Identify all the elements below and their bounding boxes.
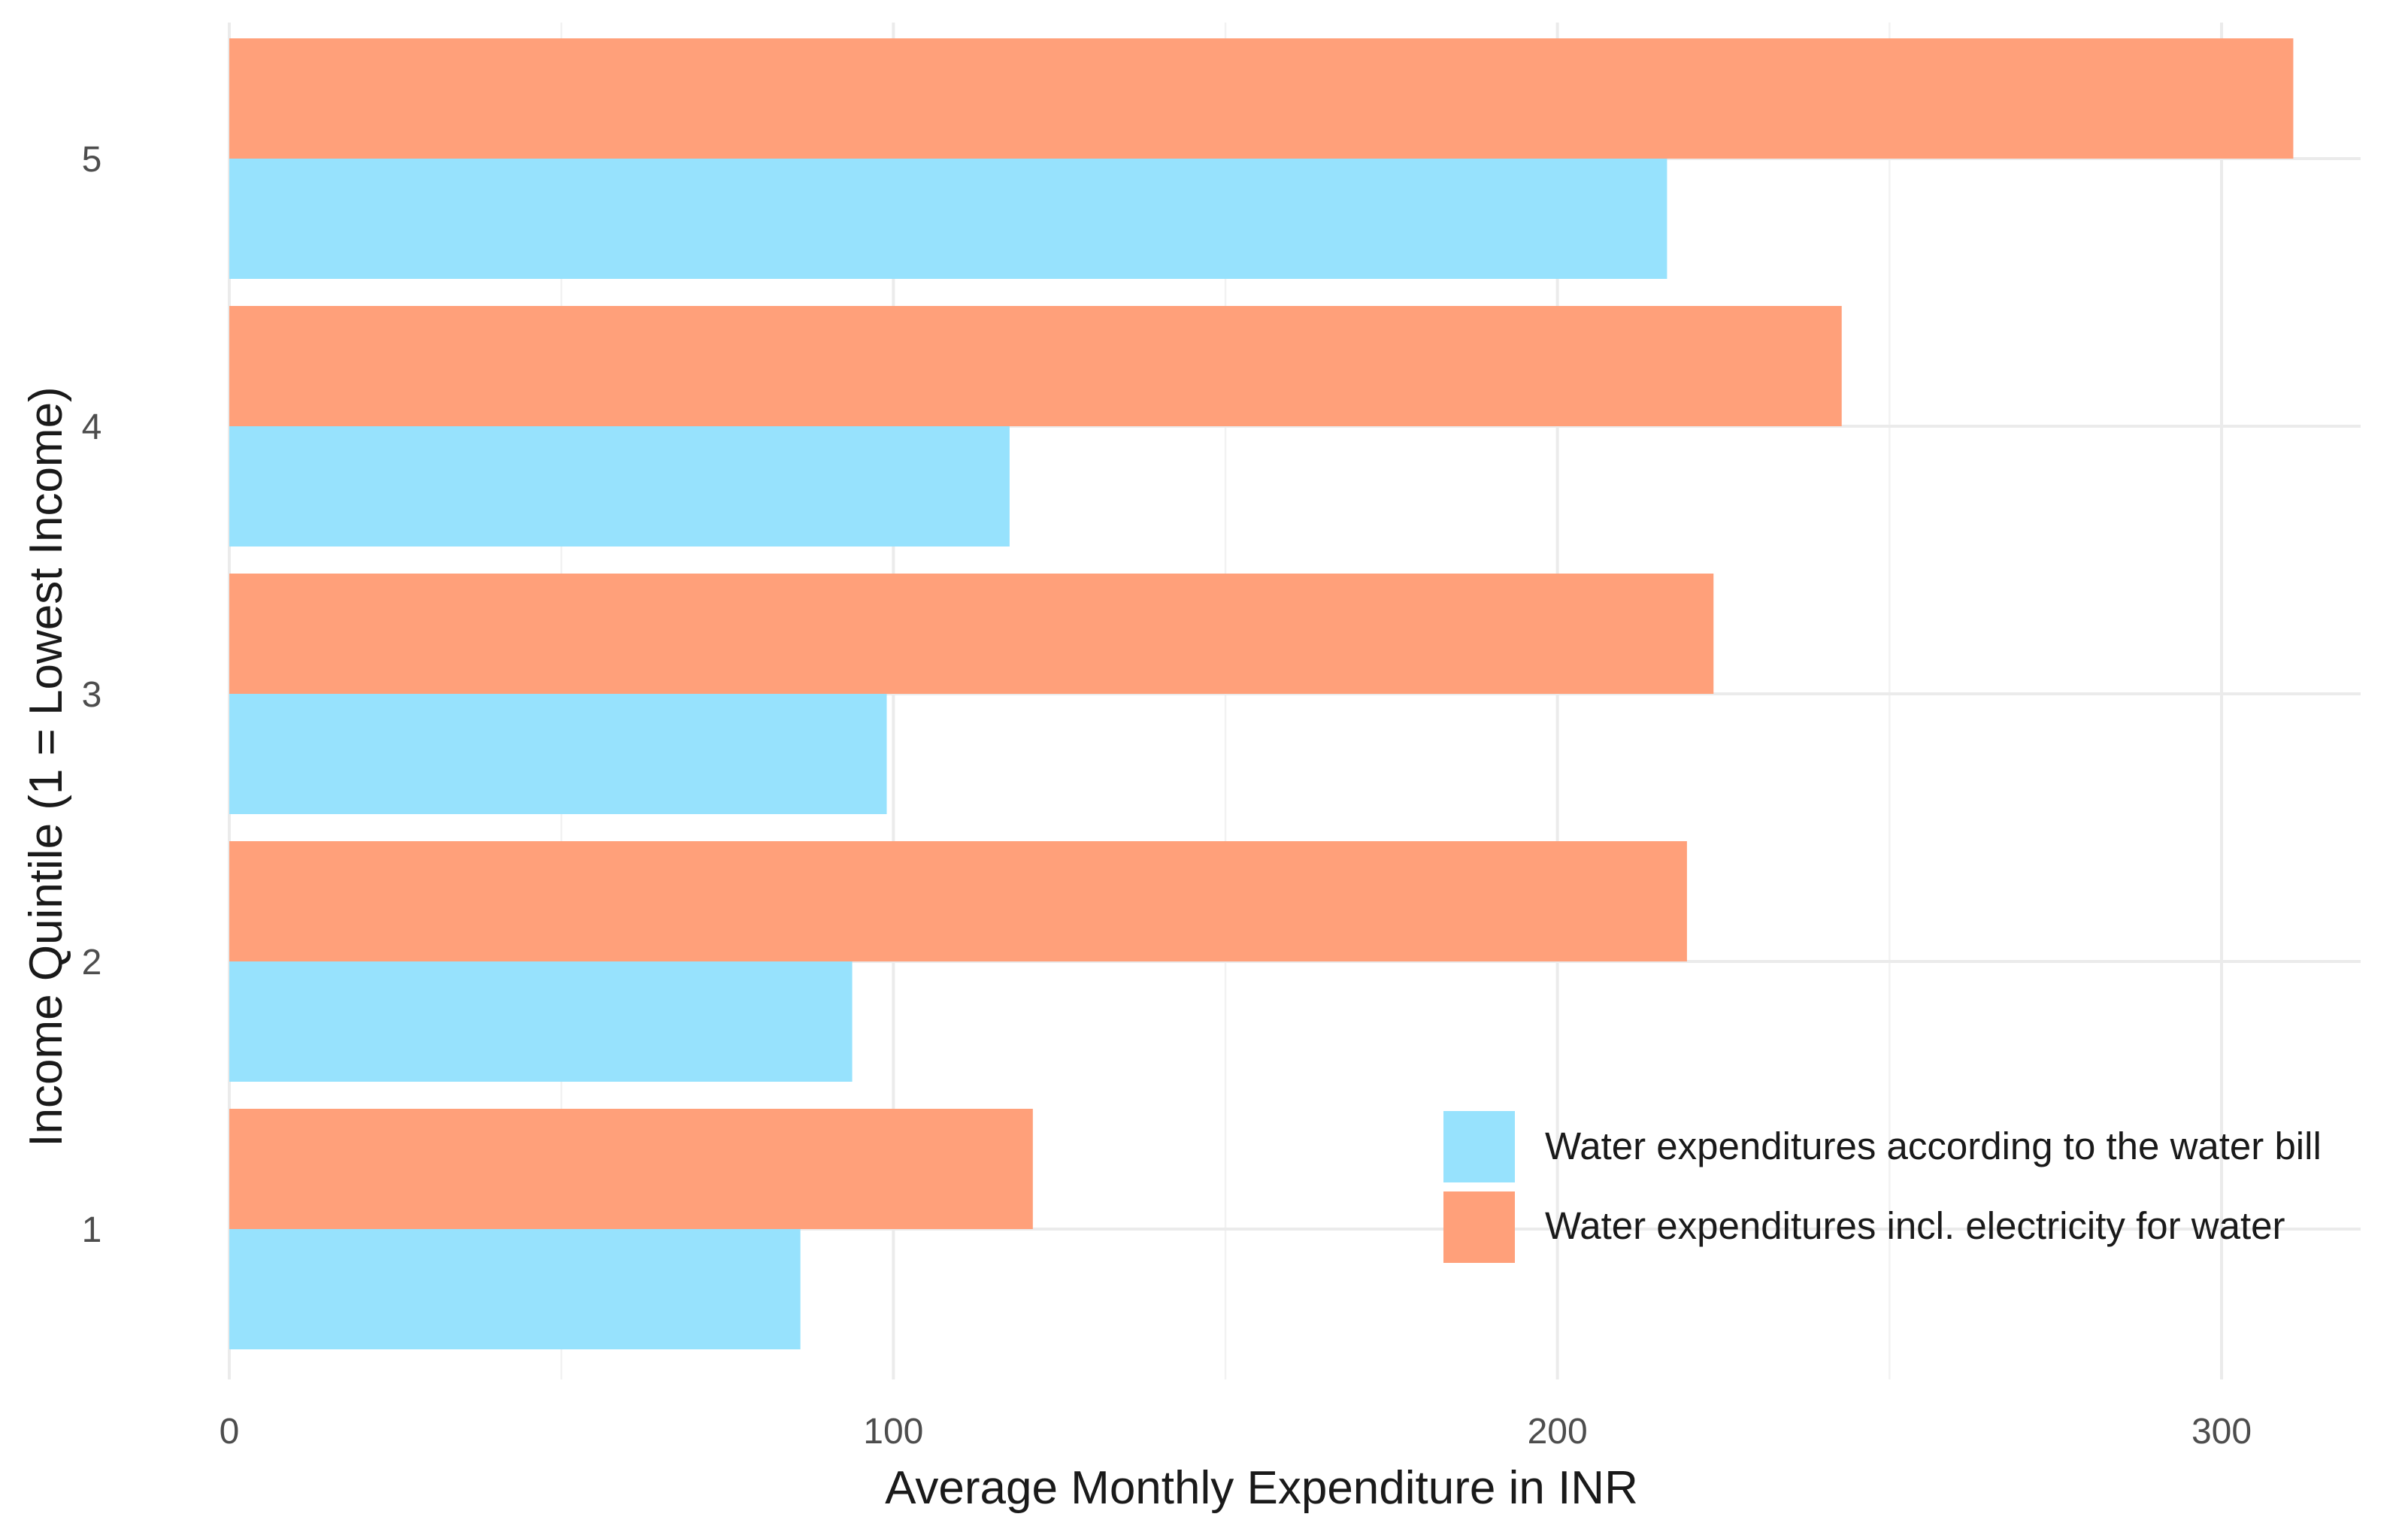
y-tick-label: 3 (82, 675, 102, 715)
bar-water-bill-q2 (229, 961, 853, 1082)
y-axis-ticks: 1 2 3 4 5 (82, 140, 102, 1250)
bar-incl-electricity-q2 (229, 841, 1687, 961)
bar-incl-electricity-q5 (229, 38, 2294, 159)
y-tick-label: 4 (82, 407, 102, 447)
bars (229, 38, 2294, 1349)
y-tick-label: 2 (82, 943, 102, 982)
bar-incl-electricity-q3 (229, 574, 1714, 694)
x-axis-title: Average Monthly Expenditure in INR (885, 1462, 1638, 1514)
bar-water-bill-q1 (229, 1229, 801, 1349)
legend-label-incl-electricity: Water expenditures incl. electricity for… (1545, 1204, 2285, 1247)
legend-key-water-bill (1443, 1111, 1515, 1182)
legend-label-water-bill: Water expenditures according to the wate… (1545, 1125, 2322, 1167)
bar-incl-electricity-q4 (229, 306, 1842, 426)
bar-water-bill-q4 (229, 426, 1010, 547)
bar-water-bill-q3 (229, 694, 887, 814)
bar-water-bill-q5 (229, 159, 1667, 279)
bar-incl-electricity-q1 (229, 1109, 1033, 1229)
x-tick-label: 300 (2191, 1412, 2252, 1452)
x-tick-label: 100 (863, 1412, 923, 1452)
legend: Water expenditures according to the wate… (1443, 1111, 2322, 1263)
y-tick-label: 5 (82, 140, 102, 180)
y-tick-label: 1 (82, 1210, 102, 1250)
legend-key-incl-electricity (1443, 1191, 1515, 1263)
x-axis-ticks: 0 100 200 300 (220, 1412, 2252, 1452)
x-tick-label: 200 (1528, 1412, 1588, 1452)
y-axis-title: Income Quintile (1 = Lowest Income) (20, 386, 72, 1146)
x-tick-label: 0 (220, 1412, 240, 1452)
